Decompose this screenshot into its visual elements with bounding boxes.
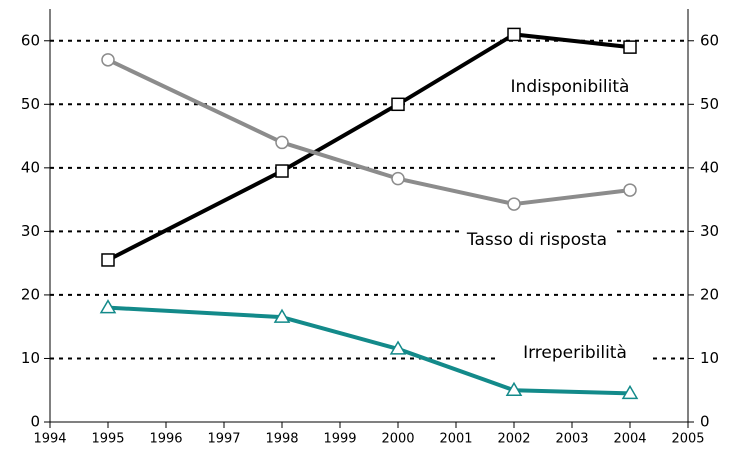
x-tick-label: 2001	[439, 432, 472, 447]
x-tick-label: 1996	[149, 432, 182, 447]
series-annotation: Tasso di risposta	[466, 230, 607, 250]
series-line	[107, 32, 631, 262]
annotation-bg	[500, 340, 650, 366]
x-tick-label: 2003	[555, 432, 588, 447]
y-tick-label: 60	[21, 31, 40, 49]
y2-tick-label: 0	[700, 413, 710, 431]
marker	[391, 97, 405, 112]
marker	[623, 40, 637, 54]
marker	[275, 135, 289, 150]
marker	[621, 384, 639, 400]
marker	[101, 53, 115, 67]
x-tick-label: 1995	[91, 432, 124, 447]
y2-tick-label: 20	[700, 285, 719, 303]
annotation-bg	[462, 227, 612, 253]
marker	[391, 171, 405, 186]
y-tick-label: 50	[21, 95, 40, 113]
y2-tick-label: 30	[700, 222, 719, 240]
marker	[507, 197, 521, 211]
y2-tick-label: 60	[700, 31, 719, 49]
marker	[623, 183, 637, 197]
y-tick-label: 30	[21, 222, 40, 240]
y-tick-label: 10	[21, 349, 40, 367]
x-tick-label: 2000	[381, 432, 414, 447]
x-tick-label: 2005	[671, 432, 704, 447]
marker	[389, 340, 407, 355]
marker	[275, 164, 289, 178]
x-tick-label: 1994	[33, 432, 66, 447]
annotation-bg	[495, 74, 645, 100]
y-tick-label: 0	[30, 413, 40, 431]
y2-tick-label: 40	[700, 158, 719, 176]
series-annotation: Indisponibilità	[511, 77, 630, 97]
marker	[505, 381, 523, 396]
y-tick-label: 40	[21, 158, 40, 176]
marker	[273, 308, 291, 323]
x-tick-label: 2002	[497, 432, 530, 447]
y2-tick-label: 50	[700, 95, 719, 113]
x-tick-label: 1999	[323, 432, 356, 447]
x-tick-label: 1998	[265, 432, 298, 447]
x-tick-label: 1997	[207, 432, 240, 447]
marker	[99, 299, 117, 314]
series-annotation: Irreperibilità	[523, 343, 627, 363]
marker	[507, 27, 521, 42]
x-tick-label: 2004	[613, 432, 646, 447]
y-tick-label: 20	[21, 285, 40, 303]
y2-tick-label: 10	[700, 349, 719, 367]
marker	[101, 253, 115, 267]
